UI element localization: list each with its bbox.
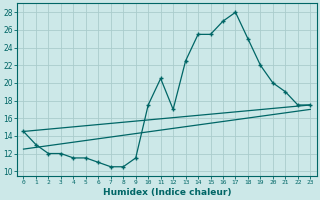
X-axis label: Humidex (Indice chaleur): Humidex (Indice chaleur) bbox=[103, 188, 231, 197]
